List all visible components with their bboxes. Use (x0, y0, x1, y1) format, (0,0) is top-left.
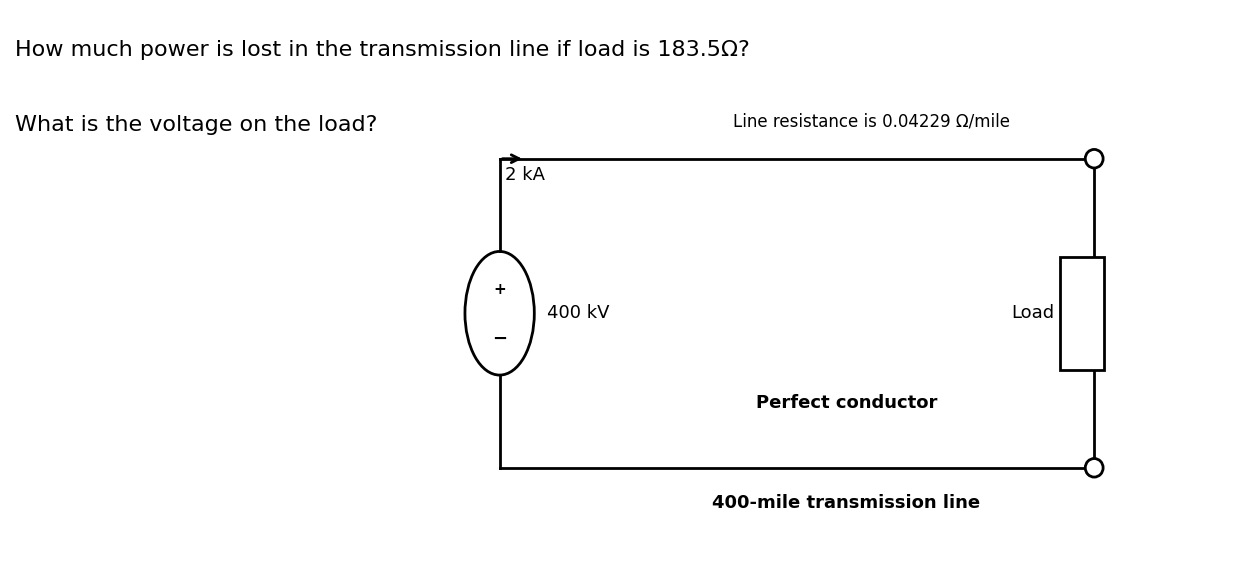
Text: −: − (493, 330, 508, 348)
Circle shape (1085, 458, 1104, 477)
Text: What is the voltage on the load?: What is the voltage on the load? (15, 115, 378, 135)
Text: Line resistance is 0.04229 Ω/mile: Line resistance is 0.04229 Ω/mile (733, 112, 1010, 131)
Bar (1060, 256, 1104, 370)
Text: Perfect conductor: Perfect conductor (756, 394, 938, 412)
Text: 2 kA: 2 kA (505, 166, 545, 185)
Text: How much power is lost in the transmission line if load is 183.5Ω?: How much power is lost in the transmissi… (15, 40, 749, 60)
Text: +: + (494, 282, 506, 297)
Text: Load: Load (1011, 304, 1055, 322)
Text: 400 kV: 400 kV (546, 304, 610, 322)
Text: 400-mile transmission line: 400-mile transmission line (712, 493, 980, 512)
Circle shape (1085, 150, 1104, 168)
